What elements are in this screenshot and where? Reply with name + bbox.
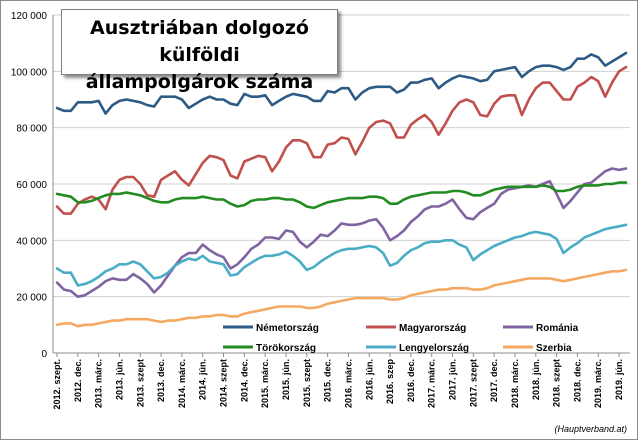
x-tick-label: 2019. márc.: [593, 359, 603, 408]
x-tick-label: 2018. jún.: [531, 359, 541, 400]
x-tick-label: 2018. márc.: [510, 359, 520, 408]
legend-label: Románia: [536, 323, 579, 334]
source-label: (Hauptverband.at): [554, 424, 627, 434]
x-tick-label: 2014. dec.: [239, 359, 249, 402]
series-line-Lengyelország: [55, 223, 628, 287]
legend: Németország Magyarország Románia Törökorszá…: [223, 323, 579, 354]
x-tick-label: 2016. dec.: [406, 359, 416, 402]
x-tick-label: 2015. szept: [302, 359, 312, 407]
series-lines: [55, 51, 628, 328]
legend-label: Németország: [256, 323, 319, 334]
legend-label: Magyarország: [399, 323, 466, 334]
x-tick-label: 2013. dec.: [156, 359, 166, 402]
x-tick-label: 2014. márc.: [177, 359, 187, 408]
x-tick-label: 2012. dec.: [73, 359, 83, 402]
y-tick-label: 120 000: [11, 11, 48, 22]
x-tick-label: 2015. dec.: [323, 359, 333, 402]
series-line-Magyarország: [55, 65, 628, 215]
y-tick-label: 40 000: [16, 236, 47, 247]
x-tick-label: 2018. dec.: [572, 359, 582, 402]
chart-title-line-2: állampolgárok száma: [85, 71, 314, 93]
x-tick-label: 2017. dec.: [489, 359, 499, 402]
series-line-Szerbia: [55, 268, 628, 328]
x-tick-label: 2018. szept: [552, 359, 562, 407]
x-tick-label: 2016. márc.: [343, 359, 353, 408]
x-tick-label: 2016. jún.: [364, 359, 374, 400]
chart-title-line-1: Ausztriában dolgozó külföldi: [90, 17, 309, 66]
legend-label: Szerbia: [536, 343, 572, 354]
x-tick-label: 2015. márc.: [260, 359, 270, 408]
x-tick-label: 2015. jún.: [281, 359, 291, 400]
x-tick-label: 2012. szept.: [52, 359, 62, 410]
y-tick-label: 80 000: [16, 124, 47, 135]
series-line-Németország: [55, 51, 628, 115]
chart-title-box: Ausztriában dolgozó külföldi állampolgár…: [61, 9, 338, 93]
y-tick-label: 60 000: [16, 180, 47, 191]
x-tick-label: 2017. jún.: [448, 359, 458, 400]
y-tick-label: 0: [41, 349, 47, 360]
legend-label: Törökország: [256, 343, 316, 354]
axes: [52, 15, 630, 354]
x-tick-label: 2013. szept: [135, 359, 145, 407]
y-tick-label: 20 000: [16, 293, 47, 304]
x-tick-label: 2016. szep: [385, 358, 395, 404]
x-tick-label: 2019. jún.: [614, 359, 624, 400]
x-tick-label: 2017. szept: [468, 359, 478, 407]
y-axis-ticks: 0 20 000 40 000 60 000 80 000 100 000 120 000: [11, 11, 48, 360]
legend-label: Lengyelország: [399, 343, 469, 354]
x-tick-label: 2017. márc.: [427, 359, 437, 408]
series-line-Törökország: [55, 181, 628, 210]
x-tick-label: 2013. jún.: [114, 359, 124, 400]
x-tick-label: 2014. szept: [219, 359, 229, 407]
x-tick-label: 2014. jún.: [198, 359, 208, 400]
x-tick-label: 2013. márc.: [94, 359, 104, 408]
y-tick-label: 100 000: [11, 67, 48, 78]
x-axis-ticks: 2012. szept. 2012. dec. 2013. márc. 2013. j…: [52, 353, 624, 410]
